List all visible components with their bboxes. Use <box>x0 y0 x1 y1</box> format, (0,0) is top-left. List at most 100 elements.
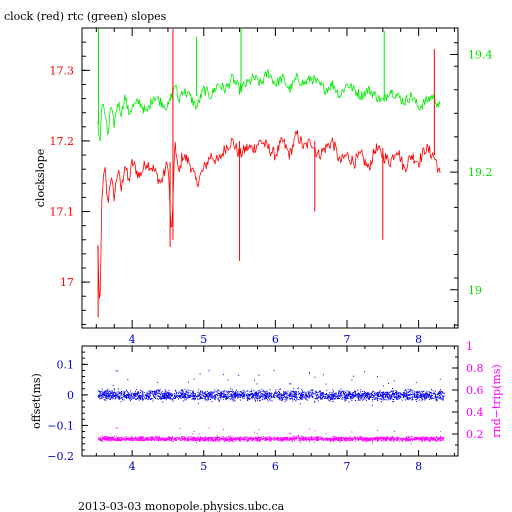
rnd-trip-point <box>424 439 426 441</box>
offset-point <box>439 395 441 397</box>
offset-point <box>150 394 152 396</box>
rnd-trip-point <box>302 438 304 440</box>
offset-point <box>320 390 321 392</box>
offset-point <box>417 390 419 392</box>
offset-point <box>164 391 166 393</box>
rnd-trip-point <box>171 438 173 440</box>
slope-x-tick-label: 7 <box>343 333 350 346</box>
offset-point <box>314 393 316 395</box>
offset-point <box>114 395 116 396</box>
offset-point <box>402 395 404 397</box>
offset-point <box>361 397 363 399</box>
offset-point <box>286 391 288 393</box>
offset-point <box>265 398 267 400</box>
rnd-trip-point <box>294 436 296 438</box>
rnd-trip-point <box>275 438 277 440</box>
offset-point <box>266 395 268 397</box>
offset-point <box>159 392 161 394</box>
rnd-trip-point <box>310 439 312 441</box>
offset-point <box>439 393 441 395</box>
offset-point <box>180 395 182 397</box>
offset-point <box>246 390 248 392</box>
offset-point <box>344 400 346 402</box>
clockslope-tick-label: 17.2 <box>50 135 75 148</box>
offset-point <box>315 392 317 393</box>
offset-point <box>303 397 305 399</box>
offset-point <box>366 397 368 399</box>
rnd-trip-point <box>115 439 117 441</box>
rnd-trip-point <box>172 441 174 442</box>
offset-point <box>351 379 353 381</box>
offset-point <box>249 394 251 396</box>
rnd-trip-point <box>289 433 291 435</box>
rnd-trip-point <box>108 438 110 439</box>
offset-point <box>246 397 248 399</box>
offset-point <box>189 396 191 398</box>
offset-point <box>424 397 426 399</box>
offset-point <box>130 396 132 398</box>
offset-point <box>110 398 112 400</box>
offset-point <box>289 393 291 395</box>
rnd-trip-point <box>194 437 196 439</box>
offset-point <box>353 395 355 397</box>
rnd-trip-point <box>355 440 356 442</box>
offset-point <box>141 398 143 400</box>
offset-point <box>296 391 297 393</box>
offset-point <box>335 396 337 398</box>
offset-point <box>123 395 125 397</box>
rnd-trip-point <box>405 439 407 441</box>
offset-point <box>222 390 224 392</box>
rnd-trip-point <box>224 438 226 440</box>
rnd-trip-point <box>216 439 218 441</box>
offset-point <box>169 393 171 395</box>
offset-point <box>210 391 212 393</box>
rnd-trip-point <box>311 436 313 438</box>
offset-point <box>114 389 116 391</box>
rnd-trip-point <box>106 438 108 439</box>
rnd-trip-point <box>168 437 170 439</box>
offset-point <box>281 397 283 399</box>
rnd-trip-point <box>200 439 201 441</box>
rnd-trip-point <box>334 437 336 439</box>
offset-point <box>391 394 393 395</box>
rnd-trip-point <box>126 436 127 438</box>
offset-point <box>420 390 422 392</box>
offset-point <box>247 399 249 401</box>
offset-point <box>267 394 269 396</box>
offset-point <box>394 396 396 398</box>
offset-point <box>399 394 401 396</box>
offset-point <box>289 393 291 395</box>
offset-point <box>161 391 163 393</box>
offset-point <box>406 394 408 396</box>
rnd-trip-point <box>380 437 382 439</box>
offset-point <box>404 396 406 398</box>
rnd-trip-point <box>436 439 438 441</box>
rnd-trip-point <box>366 439 368 441</box>
rnd-trip-point <box>132 440 134 442</box>
offset-point <box>102 393 104 395</box>
offset-point <box>227 397 229 399</box>
offset-point <box>300 394 301 396</box>
offset-point <box>345 395 347 397</box>
offset-point <box>334 395 336 397</box>
offset-point <box>425 396 427 397</box>
offset-point <box>355 395 357 397</box>
offset-point <box>393 394 395 396</box>
rnd-trip-point <box>208 440 210 442</box>
clock-slope-line <box>97 130 441 299</box>
rnd-trip-point <box>270 440 272 442</box>
offset-point <box>135 389 137 390</box>
rnd-trip-point <box>345 438 347 440</box>
offset-point <box>263 397 265 399</box>
rnd-trip-point <box>376 439 378 441</box>
offset-point <box>376 391 378 393</box>
rnd-trip-point <box>146 437 148 438</box>
rnd-trip-point <box>314 430 316 432</box>
rnd-trip-point <box>175 438 176 440</box>
rnd-trip-point <box>335 439 337 441</box>
offset-point <box>188 389 190 391</box>
rnd-trip-point <box>440 436 442 438</box>
offset-point <box>411 399 413 401</box>
slope-y-axis-label: clockslope <box>34 149 47 207</box>
rnd-trip-point <box>291 439 293 441</box>
